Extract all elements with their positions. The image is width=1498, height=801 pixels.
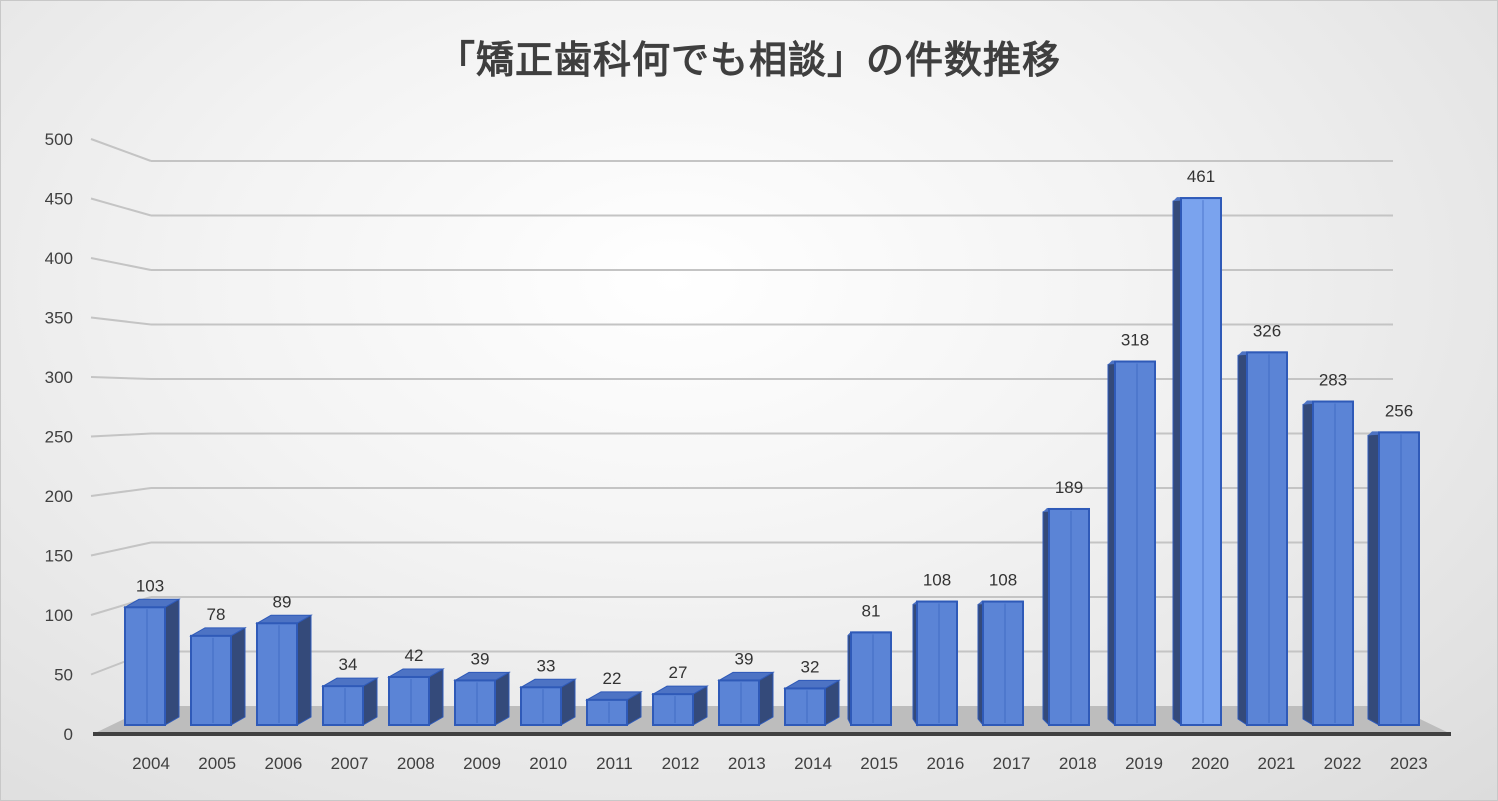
x-tick-label: 2005	[198, 754, 236, 773]
data-label: 81	[862, 601, 881, 620]
x-tick-label: 2021	[1257, 754, 1295, 773]
bar-2017	[977, 600, 1024, 727]
y-tick-label: 450	[45, 190, 73, 209]
bar-2010	[519, 678, 577, 727]
y-tick-label: 50	[54, 666, 73, 685]
data-label: 78	[207, 605, 226, 624]
data-label: 22	[603, 669, 622, 688]
bar-2016	[912, 600, 958, 727]
data-label: 89	[273, 592, 292, 611]
bar-2006	[255, 614, 313, 727]
bar-2004	[123, 598, 181, 726]
x-tick-label: 2011	[596, 754, 633, 773]
data-label: 34	[339, 655, 358, 674]
y-tick-label: 100	[45, 606, 73, 625]
data-label: 103	[136, 576, 164, 595]
y-tick-label: 300	[45, 368, 73, 387]
data-label: 461	[1187, 167, 1215, 186]
x-tick-label: 2008	[397, 754, 435, 773]
x-tick-label: 2007	[331, 754, 369, 773]
bar-2011	[585, 690, 643, 727]
data-label: 42	[405, 646, 424, 665]
data-label: 318	[1121, 331, 1149, 350]
x-tick-label: 2020	[1191, 754, 1229, 773]
x-tick-label: 2013	[728, 754, 766, 773]
y-tick-label: 200	[45, 487, 73, 506]
gridline	[90, 138, 1393, 162]
bar-2012	[651, 685, 709, 726]
data-label: 32	[801, 657, 820, 676]
x-tick-label: 2017	[993, 754, 1031, 773]
chart-title: 「矯正歯科何でも相談」の件数推移	[436, 38, 1061, 82]
x-tick-label: 2023	[1390, 754, 1428, 773]
x-tick-label: 2006	[264, 754, 302, 773]
data-label: 189	[1055, 478, 1083, 497]
bar-2021	[1237, 351, 1288, 726]
x-tick-label: 2012	[662, 754, 700, 773]
x-tick-label: 2010	[529, 754, 567, 773]
bar-2014	[783, 679, 841, 727]
x-tick-label: 2009	[463, 754, 501, 773]
bar-2009	[453, 671, 511, 726]
data-label: 33	[537, 656, 556, 675]
y-tick-label: 250	[45, 428, 73, 447]
data-label: 39	[735, 649, 754, 668]
data-label: 108	[923, 571, 951, 590]
x-tick-label: 2019	[1125, 754, 1163, 773]
bar-2020	[1172, 197, 1222, 726]
data-label: 27	[669, 663, 688, 682]
y-tick-label: 500	[45, 130, 73, 149]
bar-2008	[387, 668, 445, 727]
bar-2013	[717, 671, 775, 726]
x-tick-label: 2015	[860, 754, 898, 773]
bar-2018	[1042, 507, 1090, 727]
y-tick-label: 400	[45, 249, 73, 268]
x-tick-label: 2018	[1059, 754, 1097, 773]
bar-2022	[1302, 400, 1354, 726]
bar-2023	[1367, 431, 1420, 726]
bar-2015	[847, 631, 892, 726]
x-tick-label: 2004	[132, 754, 170, 773]
y-tick-label: 150	[45, 547, 73, 566]
y-tick-label: 350	[45, 309, 73, 328]
bar-2005	[189, 626, 247, 727]
x-tick-label: 2022	[1324, 754, 1362, 773]
bar-2019	[1107, 360, 1156, 727]
x-tick-label: 2014	[794, 754, 832, 773]
data-label: 326	[1253, 321, 1281, 340]
data-label: 108	[989, 571, 1017, 590]
bar-2007	[321, 677, 379, 726]
y-tick-label: 0	[64, 725, 73, 744]
data-label: 256	[1385, 401, 1413, 420]
data-label: 39	[471, 649, 490, 668]
data-label: 283	[1319, 371, 1347, 390]
x-tick-label: 2016	[926, 754, 964, 773]
